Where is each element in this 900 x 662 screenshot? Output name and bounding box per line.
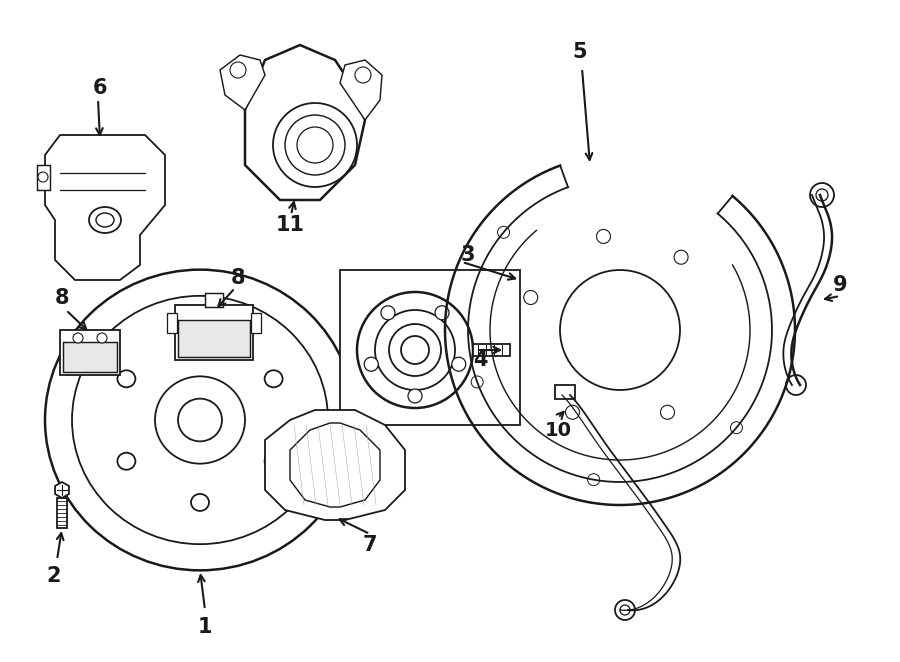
Circle shape: [273, 103, 357, 187]
Circle shape: [285, 115, 345, 175]
Circle shape: [588, 474, 599, 486]
Circle shape: [375, 310, 455, 390]
Circle shape: [816, 189, 828, 201]
Circle shape: [435, 306, 449, 320]
Text: 9: 9: [832, 275, 847, 295]
Circle shape: [364, 357, 378, 371]
Circle shape: [355, 67, 371, 83]
Polygon shape: [340, 60, 382, 120]
Circle shape: [786, 375, 806, 395]
Polygon shape: [220, 55, 265, 110]
Circle shape: [297, 127, 333, 163]
Polygon shape: [37, 165, 50, 190]
Circle shape: [408, 389, 422, 403]
Circle shape: [620, 605, 630, 615]
Bar: [555, 385, 575, 399]
Text: 4: 4: [472, 350, 487, 370]
Text: 10: 10: [544, 420, 572, 440]
Bar: [175, 305, 253, 360]
Ellipse shape: [117, 370, 135, 387]
Bar: [251, 313, 261, 333]
Text: 3: 3: [461, 245, 475, 265]
Text: 2: 2: [47, 566, 61, 586]
Bar: [178, 320, 250, 357]
Ellipse shape: [265, 453, 283, 470]
Polygon shape: [245, 45, 365, 200]
Ellipse shape: [117, 453, 135, 470]
Bar: [205, 293, 223, 307]
Text: 7: 7: [363, 535, 377, 555]
Ellipse shape: [191, 329, 209, 346]
Circle shape: [381, 306, 395, 320]
Text: 1: 1: [198, 617, 212, 637]
Circle shape: [452, 357, 465, 371]
Ellipse shape: [191, 494, 209, 511]
Bar: [57, 498, 67, 528]
Text: 8: 8: [230, 268, 246, 288]
Bar: [60, 330, 120, 375]
Circle shape: [597, 230, 610, 244]
Circle shape: [562, 272, 678, 388]
Circle shape: [810, 183, 834, 207]
Bar: [63, 342, 117, 372]
Text: 11: 11: [275, 215, 304, 235]
Polygon shape: [290, 423, 380, 507]
Circle shape: [615, 600, 635, 620]
Circle shape: [357, 292, 473, 408]
Circle shape: [661, 405, 674, 419]
Circle shape: [73, 333, 83, 343]
Circle shape: [524, 291, 537, 305]
Circle shape: [230, 62, 246, 78]
Bar: [473, 344, 510, 356]
Polygon shape: [55, 482, 69, 498]
Ellipse shape: [265, 370, 283, 387]
Text: 5: 5: [572, 42, 588, 62]
Circle shape: [674, 250, 688, 264]
Circle shape: [565, 405, 580, 419]
Bar: [340, 270, 520, 425]
Circle shape: [578, 288, 662, 372]
Circle shape: [97, 333, 107, 343]
Ellipse shape: [89, 207, 121, 233]
Bar: [167, 313, 177, 333]
Circle shape: [731, 422, 742, 434]
Text: 8: 8: [55, 288, 69, 308]
Polygon shape: [265, 410, 405, 520]
Circle shape: [472, 376, 483, 388]
Text: 6: 6: [93, 78, 107, 98]
Circle shape: [560, 270, 680, 390]
Circle shape: [498, 226, 509, 238]
Circle shape: [401, 336, 429, 364]
Polygon shape: [45, 135, 165, 280]
Circle shape: [389, 324, 441, 376]
Ellipse shape: [96, 213, 114, 227]
Circle shape: [38, 172, 48, 182]
